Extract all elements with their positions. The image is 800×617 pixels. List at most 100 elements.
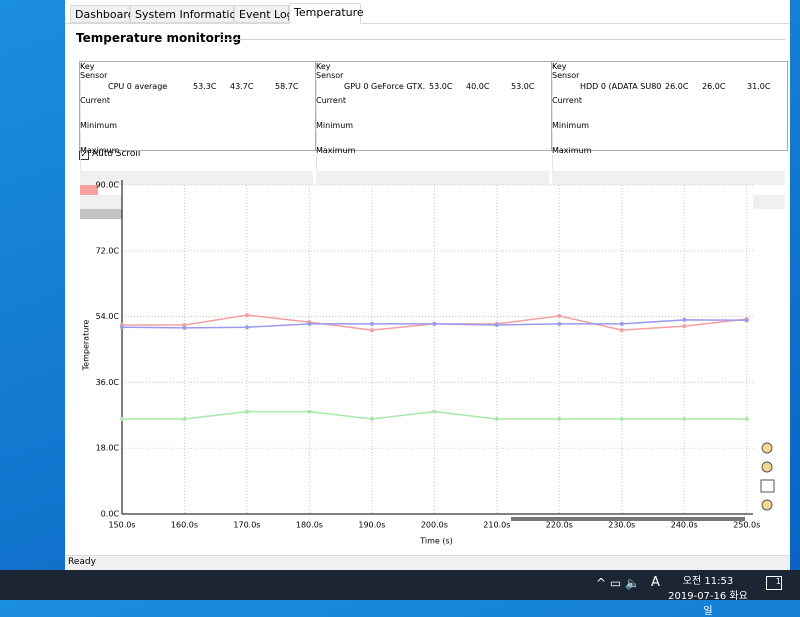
x-tick-label: 240.0s [671, 521, 698, 530]
point [307, 321, 312, 326]
row-highlight [80, 171, 313, 185]
column-header[interactable]: Sensor [316, 71, 344, 80]
column-divider [552, 80, 553, 96]
column-header[interactable]: Maximum [316, 146, 356, 155]
zoom-tools[interactable] [760, 442, 775, 511]
point [432, 321, 437, 326]
plot-area [122, 185, 753, 514]
x-tick-label: 230.0s [608, 521, 635, 530]
column-divider [316, 130, 317, 146]
tab[interactable]: System Information [130, 5, 243, 23]
point [619, 328, 624, 333]
desktop: Temperature monitoring ✓ Auto Scroll Rea… [0, 0, 800, 600]
row-highlight [316, 171, 549, 185]
point [557, 416, 562, 421]
column-header[interactable]: Sensor [80, 71, 108, 80]
cell: 26.0C [702, 82, 726, 91]
cell: 31.0C [747, 82, 771, 91]
column-header[interactable]: Current [316, 96, 347, 105]
tray-icons[interactable]: ^ ▭ 🔈 [596, 576, 640, 590]
x-tick-label: 190.0s [358, 521, 385, 530]
point [307, 409, 312, 414]
point [182, 325, 187, 330]
column-divider [316, 105, 317, 121]
point [244, 409, 249, 414]
section-heading: Temperature monitoring [76, 31, 242, 45]
point [494, 416, 499, 421]
point [369, 328, 374, 333]
cell: 43.7C [230, 82, 254, 91]
cell: 53.0C [511, 82, 535, 91]
heading-rule [220, 39, 785, 40]
column-header[interactable]: Key [80, 62, 95, 71]
column-divider [316, 155, 317, 171]
column-header[interactable]: Minimum [80, 121, 118, 130]
tab[interactable]: Temperature [289, 3, 364, 24]
point [182, 416, 187, 421]
point [619, 416, 624, 421]
y-tick-label: 54.0C [96, 312, 120, 321]
column-header[interactable]: Minimum [316, 121, 354, 130]
ime-indicator[interactable]: A [651, 575, 660, 590]
y-tick-label: 90.0C [96, 181, 120, 190]
column-divider [80, 80, 81, 96]
column-header[interactable]: Maximum [552, 146, 592, 155]
x-tick-label: 160.0s [171, 521, 198, 530]
y-tick-label: 0.0C [101, 510, 120, 519]
point [369, 321, 374, 326]
x-tick-label: 180.0s [296, 521, 323, 530]
notification-button[interactable]: 1 [766, 576, 782, 590]
tab[interactable]: Event Log [234, 5, 294, 23]
x-tick-label: 210.0s [483, 521, 510, 530]
x-tick-label: 170.0s [233, 521, 260, 530]
chart-scrollbar[interactable] [511, 517, 745, 521]
column-header[interactable]: Minimum [552, 121, 590, 130]
column-divider [552, 155, 553, 171]
y-tick-label: 36.0C [96, 378, 120, 387]
point [432, 409, 437, 414]
column-divider [80, 130, 81, 146]
cell: HDD 0 (ADATA SU800) [580, 82, 662, 91]
cell: CPU 0 average [108, 82, 168, 91]
column-header[interactable]: Key [552, 62, 567, 71]
tab-border [65, 23, 790, 24]
row-highlight [552, 171, 785, 185]
status-bar: Ready [65, 555, 790, 570]
y-axis-label: Temperature [82, 320, 91, 372]
point [120, 325, 124, 330]
x-tick-label: 220.0s [546, 521, 573, 530]
point [369, 416, 374, 421]
cell: 26.0C [665, 82, 689, 91]
point [557, 313, 562, 318]
cell: 53.3C [193, 82, 217, 91]
y-tick-label: 72.0C [96, 246, 120, 255]
column-divider [552, 130, 553, 146]
point [557, 321, 562, 326]
column-divider [80, 155, 81, 171]
y-tick-label: 18.0C [96, 444, 120, 453]
column-header[interactable]: Key [316, 62, 331, 71]
clock-date: 2019-07-16 화요일 [668, 591, 748, 617]
point [682, 324, 687, 329]
point [244, 313, 249, 318]
auto-scroll-label[interactable]: Auto Scroll [92, 149, 141, 159]
point [682, 416, 687, 421]
key-swatch [80, 185, 98, 195]
point [744, 318, 749, 323]
chart: 0.0C 18.0C 36.0C 54.0C 72.0C 90.0C 150.0s 160.0… [82, 180, 775, 546]
cell: 53.0C [429, 82, 453, 91]
clock[interactable]: 오전 11:53 2019-07-16 화요일 [668, 572, 748, 617]
column-header[interactable]: Sensor [552, 71, 580, 80]
column-divider [552, 105, 553, 121]
cell: 58.7C [275, 82, 299, 91]
tab[interactable]: Dashboard [70, 5, 135, 23]
point [182, 323, 187, 328]
x-tick-label: 200.0s [421, 521, 448, 530]
x-axis-label: Time (s) [419, 537, 453, 546]
column-header[interactable]: Current [552, 96, 583, 105]
column-header[interactable]: Maximum [80, 146, 120, 155]
point [494, 323, 499, 328]
x-tick-label: 150.0s [108, 521, 135, 530]
column-header[interactable]: Current [80, 96, 111, 105]
column-divider [316, 80, 317, 96]
